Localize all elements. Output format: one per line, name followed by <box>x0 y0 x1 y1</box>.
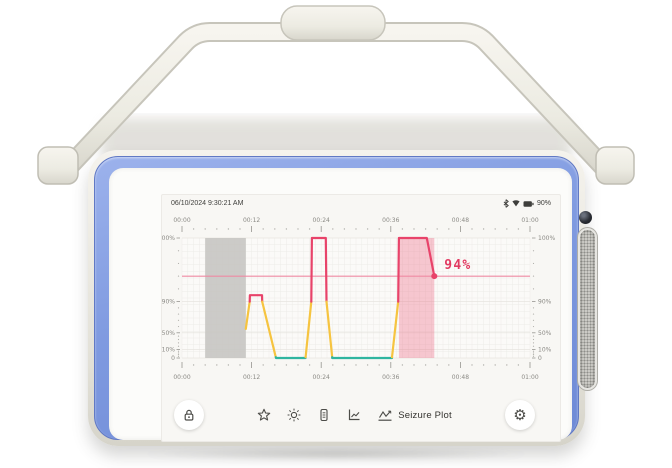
x-axis: 00:00 00:00 00:12 00:12 00:24 00:24 00:36 00:36… <box>173 217 538 381</box>
seizure-plot-button[interactable]: Seizure Plot <box>377 408 452 422</box>
series-segment-high <box>397 236 436 303</box>
lock-button[interactable] <box>174 400 204 430</box>
status-time: 9:30:21 AM <box>208 200 244 207</box>
svg-text:50%: 50% <box>162 330 175 337</box>
series-end-dot <box>431 273 438 280</box>
battery-status-button[interactable] <box>317 408 331 422</box>
svg-text:00:00: 00:00 <box>173 217 190 224</box>
settings-button[interactable]: ⚙ <box>505 400 535 430</box>
trend-view-button[interactable] <box>347 408 361 422</box>
series-segment-high <box>248 294 264 303</box>
event-star-icon <box>257 408 271 421</box>
status-icons: 90% <box>503 199 551 208</box>
svg-text:00:00: 00:00 <box>173 374 190 381</box>
series-segment-low <box>274 356 307 360</box>
series-segment-mid <box>304 300 313 359</box>
brightness-icon <box>287 408 301 422</box>
svg-text:10%: 10% <box>538 347 552 354</box>
tablet-frame: 06/10/2024 9:30:21 AM <box>94 156 597 442</box>
brightness-button[interactable] <box>287 408 301 422</box>
series-segment-high <box>310 236 328 303</box>
series-segment-mid <box>244 300 251 330</box>
svg-text:00:24: 00:24 <box>313 374 330 381</box>
bluetooth-icon <box>503 199 509 208</box>
svg-text:50%: 50% <box>538 330 552 337</box>
svg-text:00:12: 00:12 <box>243 217 260 224</box>
svg-text:100%: 100% <box>538 235 555 242</box>
screen-bezel: 06/10/2024 9:30:21 AM <box>109 168 592 442</box>
y-axis: 100%100%90%90%50%50%10%10%00 <box>162 235 555 362</box>
battery-icon <box>523 200 534 207</box>
series-segment-low <box>331 356 394 360</box>
lock-icon <box>184 409 194 421</box>
svg-text:0: 0 <box>538 355 542 362</box>
hinge-right <box>595 146 635 185</box>
svg-text:00:36: 00:36 <box>382 217 399 224</box>
gear-icon: ⚙ <box>513 405 527 424</box>
region-pink-event <box>398 238 435 358</box>
seizure-plot-icon <box>378 410 392 421</box>
svg-text:01:00: 01:00 <box>521 374 538 381</box>
status-date: 06/10/2024 <box>171 200 207 207</box>
handle-grip[interactable] <box>280 5 386 41</box>
svg-text:10%: 10% <box>162 347 175 354</box>
seizure-plot-chart: 00:00 00:00 00:12 00:12 00:24 00:24 00:36 00:36… <box>162 217 555 381</box>
svg-text:90%: 90% <box>162 299 175 306</box>
region-gray <box>205 238 246 358</box>
speaker-grille <box>578 228 597 390</box>
datetime: 06/10/2024 9:30:21 AM <box>171 200 243 207</box>
hinge-left <box>37 146 79 185</box>
svg-text:90%: 90% <box>538 299 552 306</box>
svg-text:00:48: 00:48 <box>452 217 469 224</box>
wifi-icon <box>512 200 520 207</box>
screen: 06/10/2024 9:30:21 AM <box>161 194 561 442</box>
event-marker-button[interactable] <box>257 408 271 422</box>
series-segment-mid <box>390 300 400 359</box>
toolbar-center: Seizure Plot <box>204 408 505 422</box>
trend-chart-icon <box>349 409 360 421</box>
svg-text:01:00: 01:00 <box>521 217 538 224</box>
svg-text:00:36: 00:36 <box>382 374 399 381</box>
camera-lens <box>579 211 592 224</box>
svg-text:00:12: 00:12 <box>243 374 260 381</box>
status-bar: 06/10/2024 9:30:21 AM <box>162 195 560 212</box>
seizure-plot-label: Seizure Plot <box>398 409 452 421</box>
series-segment-mid <box>325 300 334 359</box>
battery-percent: 90% <box>536 200 551 207</box>
series-segment-mid <box>261 300 277 359</box>
svg-text:100%: 100% <box>162 235 175 242</box>
svg-text:00:48: 00:48 <box>452 374 469 381</box>
svg-text:0: 0 <box>171 355 175 362</box>
tablet-shell: 06/10/2024 9:30:21 AM <box>88 150 597 446</box>
svg-text:00:24: 00:24 <box>313 217 330 224</box>
toolbar: Seizure Plot ⚙ <box>162 393 560 441</box>
floor-shadow <box>140 447 532 461</box>
battery-status-icon <box>320 408 328 422</box>
threshold-annotation: 94% <box>444 258 471 273</box>
